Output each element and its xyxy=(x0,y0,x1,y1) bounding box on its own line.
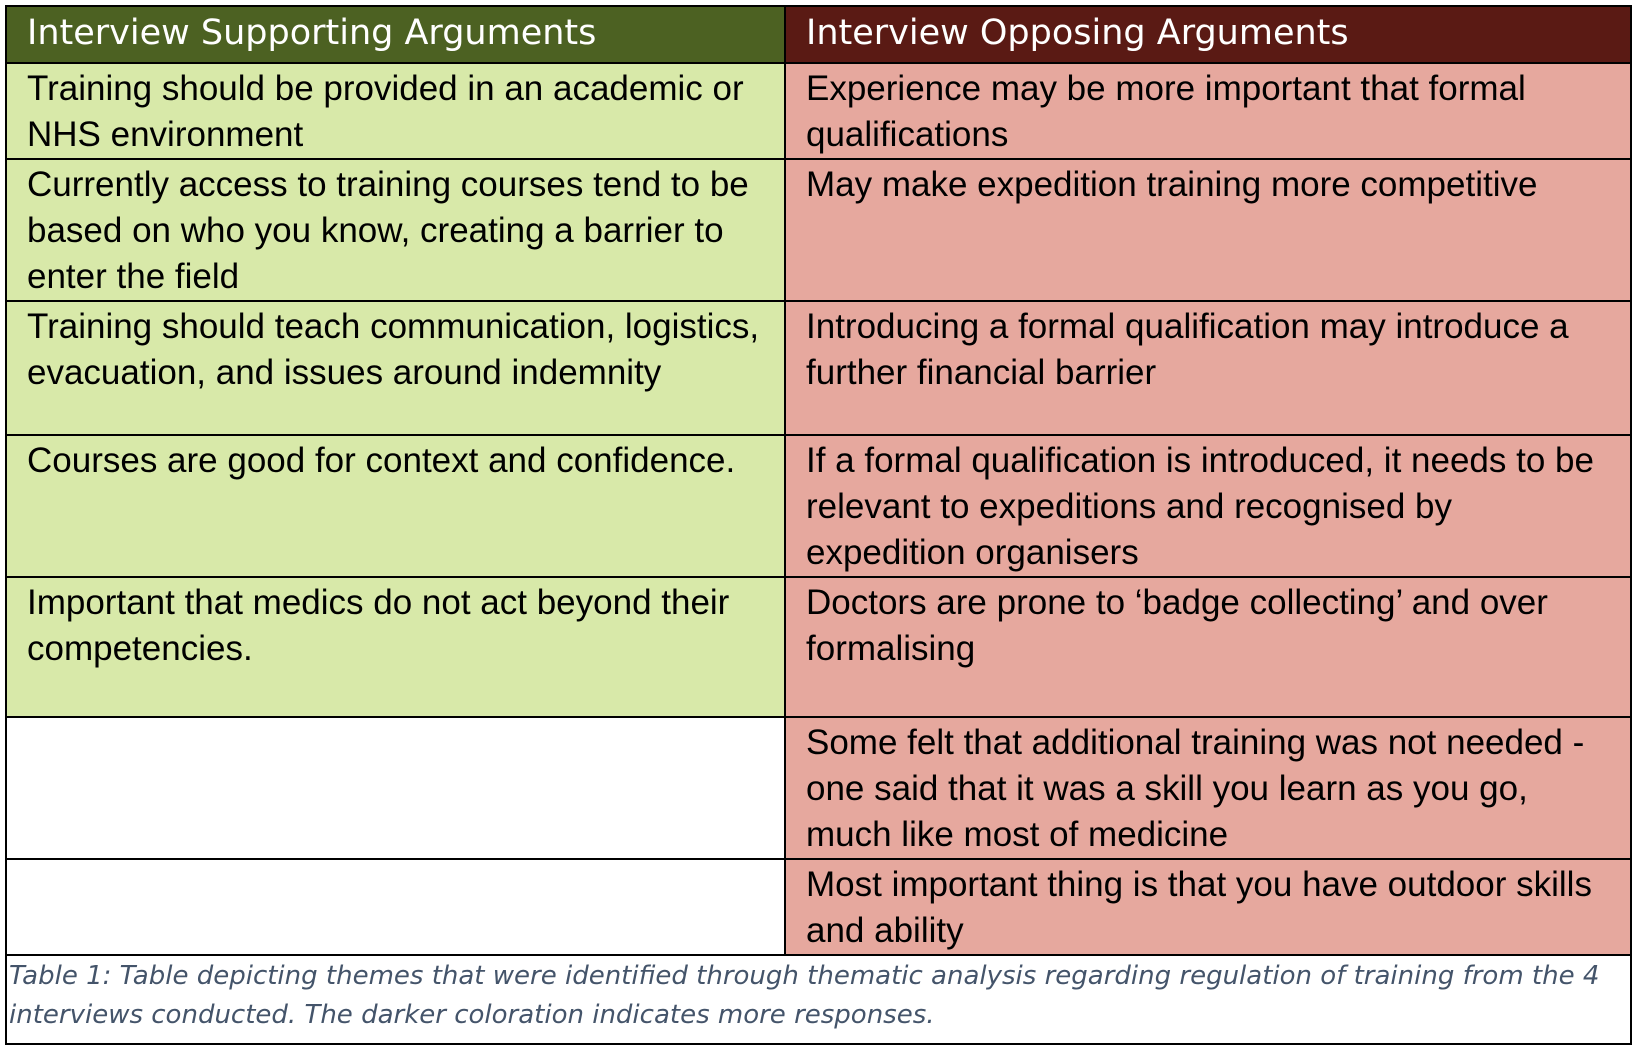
opposing-argument-cell: May make expedition training more compet… xyxy=(785,159,1630,302)
supporting-argument-cell: Currently access to training courses ten… xyxy=(7,159,786,302)
table-header-row: Interview Supporting Arguments Interview… xyxy=(7,7,1630,64)
supporting-argument-cell: Important that medics do not act beyond … xyxy=(7,577,786,718)
table-row: Some felt that additional training was n… xyxy=(7,717,1630,860)
empty-supporting-cell xyxy=(7,859,786,956)
table-row: Most important thing is that you have ou… xyxy=(7,859,1630,956)
table-row: Courses are good for context and confide… xyxy=(7,435,1630,578)
table-caption: Table 1: Table depicting themes that wer… xyxy=(9,961,1600,1030)
opposing-argument-cell: Doctors are prone to ‘badge collecting’ … xyxy=(785,577,1630,718)
opposing-argument-cell: Experience may be more important that fo… xyxy=(785,63,1630,160)
header-opposing-arguments: Interview Opposing Arguments xyxy=(785,7,1630,64)
supporting-argument-cell: Training should teach communication, log… xyxy=(7,301,786,436)
supporting-argument-cell: Courses are good for context and confide… xyxy=(7,435,786,578)
table-row: Currently access to training courses ten… xyxy=(7,159,1630,302)
header-supporting-arguments: Interview Supporting Arguments xyxy=(7,7,786,64)
table-row: Important that medics do not act beyond … xyxy=(7,577,1630,718)
opposing-argument-cell: If a formal qualification is introduced,… xyxy=(785,435,1630,578)
table-row: Training should teach communication, log… xyxy=(7,301,1630,436)
document-frame: Interview Supporting Arguments Interview… xyxy=(5,5,1632,1045)
supporting-argument-cell: Training should be provided in an academ… xyxy=(7,63,786,160)
opposing-argument-cell: Most important thing is that you have ou… xyxy=(785,859,1630,956)
opposing-argument-cell: Some felt that additional training was n… xyxy=(785,717,1630,860)
themes-table: Interview Supporting Arguments Interview… xyxy=(7,7,1630,956)
table-row: Training should be provided in an academ… xyxy=(7,63,1630,160)
opposing-argument-cell: Introducing a formal qualification may i… xyxy=(785,301,1630,436)
empty-supporting-cell xyxy=(7,717,786,860)
